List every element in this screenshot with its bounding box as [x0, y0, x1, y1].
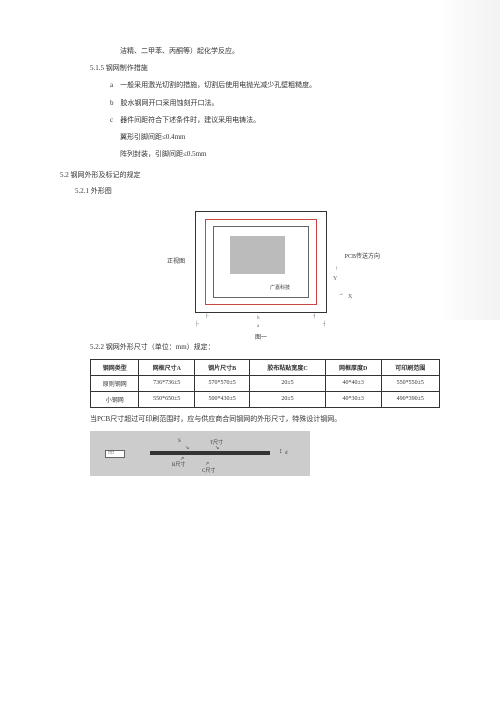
inner-brand-text: 广嘉科技 [270, 284, 290, 291]
axis-x: X [348, 294, 352, 300]
section-522: 5.2.2 钢网外形尺寸（单位：mm）规定： [90, 342, 440, 353]
label-pcb-direction: PCB传送方向 [345, 251, 380, 260]
stencil-bar [150, 451, 270, 455]
label-c: C尺寸 [202, 467, 215, 474]
table-row: 原则钢网 736*736±5 570*570±5 20±5 40*40±3 55… [91, 375, 440, 391]
shape-diagram: 正视图 PCB传送方向 广嘉科技 Y X ↑ → a b ├ ┤ ├ ┤ 图一 [175, 206, 355, 336]
table-row: 小钢网 550*650±5 500*430±5 20±5 40*30±3 490… [91, 391, 440, 407]
th-print-range: 可印刷范围 [381, 359, 439, 375]
item-c: c 器件间距符合下述条件时，建议采用电铸法。 [110, 115, 440, 126]
th-type: 钢网类型 [91, 359, 139, 375]
section-521: 5.2.1 外形图 [75, 186, 440, 197]
dim-b: b [257, 316, 260, 321]
table-header-row: 钢网类型 网框尺寸A 钢片尺寸B 胶布粘贴宽度C 网框厚度D 可印刷范围 [91, 359, 440, 375]
item-c-sub1: 翼形引脚间距≤0.4mm [120, 132, 440, 143]
pcb-rect [230, 236, 285, 274]
item-b: b 胶水钢网开口采用蚀刻开口法。 [110, 98, 440, 109]
th-tape-c: 胶布粘贴宽度C [250, 359, 326, 375]
th-thick-d: 网框厚度D [325, 359, 381, 375]
th-sheet-b: 钢片尺寸B [195, 359, 250, 375]
intro-text: 洁精、二甲苯、丙酮等）起化学反应。 [120, 46, 440, 57]
axis-y: Y [333, 276, 337, 282]
label-b: B尺寸 [172, 461, 185, 468]
item-c-sub2: 阵列封装，引脚间距≤0.5mm [120, 149, 440, 160]
th-frame-a: 网框尺寸A [139, 359, 195, 375]
section-52: 5.2 钢网外形及标记的规定 [60, 170, 440, 180]
label-d: d [285, 451, 288, 456]
document-page: 洁精、二甲苯、丙酮等）起化学反应。 5.1.5 钢网制作措施 a 一般采用激光切… [0, 0, 500, 502]
item-a: a 一般采用激光切割的措施，切割后使用电抛光减少孔壁粗糙度。 [110, 80, 440, 91]
cross-section-diagram: □□ S T尺寸 B尺寸 C尺寸 d ↕ ↘ ↘ ↗ ↗ [90, 431, 310, 476]
page-shadow [440, 0, 500, 320]
section-515: 5.1.5 钢网制作措施 [90, 63, 440, 74]
left-block-label: □□ [108, 451, 114, 456]
note-text: 当PCB尺寸超过可印刷范围时，应与供应商合同钢网的外形尺寸，特殊设计钢网。 [90, 414, 440, 425]
label-front-view: 正视图 [167, 256, 185, 265]
label-s: S [178, 439, 181, 444]
dimension-table: 钢网类型 网框尺寸A 钢片尺寸B 胶布粘贴宽度C 网框厚度D 可印刷范围 原则钢… [90, 359, 440, 408]
diagram-caption: 图一 [255, 332, 267, 341]
dim-a: a [257, 324, 259, 329]
